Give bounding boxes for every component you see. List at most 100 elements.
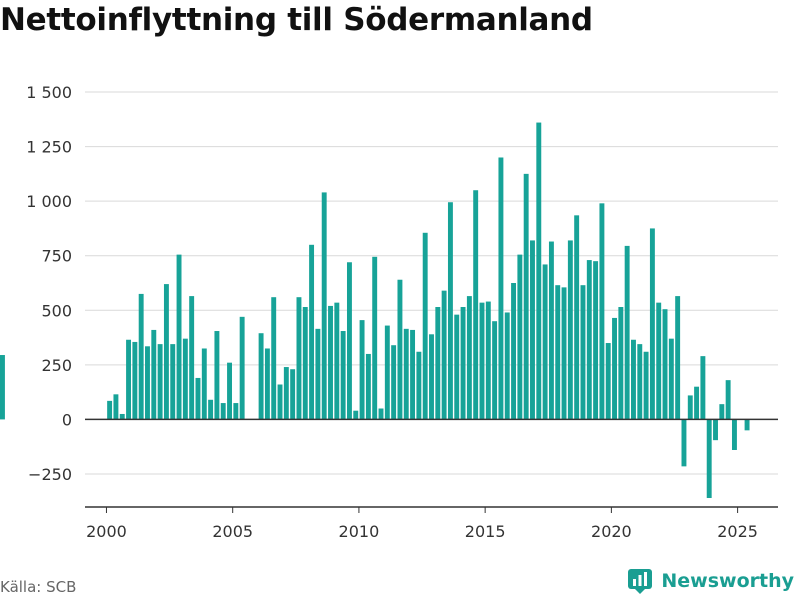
bar: [189, 296, 195, 420]
bar: [429, 334, 434, 420]
bar: [315, 328, 321, 420]
bar: [681, 419, 687, 467]
bar: [296, 297, 302, 420]
chart-title: Nettoinflyttning till Södermanland: [0, 2, 593, 38]
bar: [195, 377, 201, 420]
bar: [517, 254, 523, 420]
bar: [201, 348, 207, 420]
bar: [170, 344, 176, 420]
y-tick-label: −250: [28, 465, 72, 484]
bar: [334, 302, 340, 420]
bar: [466, 296, 472, 420]
bar: [113, 394, 119, 420]
bar: [593, 261, 599, 420]
bar: [643, 351, 649, 420]
bar: [668, 338, 674, 420]
bar: [454, 314, 460, 420]
bar: [447, 202, 453, 420]
bar: [479, 302, 485, 420]
bar: [157, 344, 163, 420]
bar: [631, 339, 636, 420]
bar: [555, 285, 561, 420]
bar: [365, 353, 371, 420]
bar: [309, 244, 315, 420]
bar: [277, 384, 283, 420]
bar: [182, 338, 188, 420]
bars: [0, 122, 750, 499]
x-tick-label: 2020: [591, 522, 632, 541]
bar: [138, 293, 144, 420]
y-tick-label: 1 250: [26, 138, 72, 157]
bar: [271, 297, 277, 420]
bar: [548, 241, 554, 420]
bar: [574, 215, 580, 420]
y-tick-label: 500: [41, 301, 72, 320]
y-tick-label: 0: [62, 410, 72, 429]
bar: [731, 419, 737, 450]
bar: [353, 410, 359, 420]
x-tick-label: 2010: [339, 522, 380, 541]
bar: [176, 254, 182, 420]
axes: [85, 418, 778, 513]
bar: [302, 307, 308, 420]
bar: [391, 345, 397, 420]
bar: [586, 260, 592, 420]
x-tick-label: 2000: [86, 522, 127, 541]
bar: [290, 369, 296, 420]
bar: [328, 305, 333, 420]
bar: [151, 329, 157, 420]
bar: [492, 321, 498, 420]
bar: [441, 290, 447, 420]
bar: [258, 333, 264, 420]
bar: [567, 240, 573, 420]
bar: [580, 285, 586, 420]
x-tick-label: 2015: [465, 522, 506, 541]
y-tick-label: 1 500: [26, 83, 72, 102]
bar: [397, 279, 403, 420]
bar: [612, 317, 617, 420]
bar: [422, 232, 428, 420]
bar: [416, 351, 422, 420]
bar: [473, 190, 479, 420]
bar: [504, 312, 510, 420]
y-tick-label: 1 000: [26, 192, 72, 211]
y-tick-label: 250: [41, 356, 72, 375]
tick-labels: 1 500 1 250 1 000 750 500 250 0 −250 2000 2005 201…: [26, 83, 758, 541]
bar: [264, 348, 270, 420]
bar: [637, 344, 643, 420]
newsworthy-icon: [628, 569, 653, 594]
bar: [359, 320, 365, 420]
bar: [618, 307, 624, 420]
bar: [107, 400, 113, 420]
bar: [561, 287, 567, 420]
bar: [605, 343, 611, 420]
x-tick-label: 2005: [212, 522, 253, 541]
bar: [214, 331, 220, 420]
bar: [687, 395, 693, 420]
bar: [649, 228, 655, 420]
bar: [656, 302, 662, 420]
bar: [0, 355, 5, 420]
bar: [132, 341, 138, 420]
bar: [372, 256, 378, 420]
bar: [220, 403, 226, 420]
bar: [511, 283, 517, 420]
y-tick-label: 750: [41, 247, 72, 266]
bar: [163, 284, 169, 420]
brand-name: Newsworthy: [661, 570, 794, 592]
newsworthy-logo: Newsworthy: [627, 568, 794, 594]
x-tick-label: 2025: [717, 522, 758, 541]
bar: [378, 408, 384, 420]
bar: [119, 413, 125, 420]
bar: [126, 339, 132, 420]
bar: [283, 367, 289, 420]
bar: [536, 122, 542, 420]
bar: [713, 419, 718, 441]
bar: [624, 245, 630, 420]
bar: [719, 404, 725, 420]
bar: [675, 296, 681, 420]
bar: [706, 419, 712, 499]
bar: [498, 157, 504, 420]
bar: [523, 173, 529, 420]
